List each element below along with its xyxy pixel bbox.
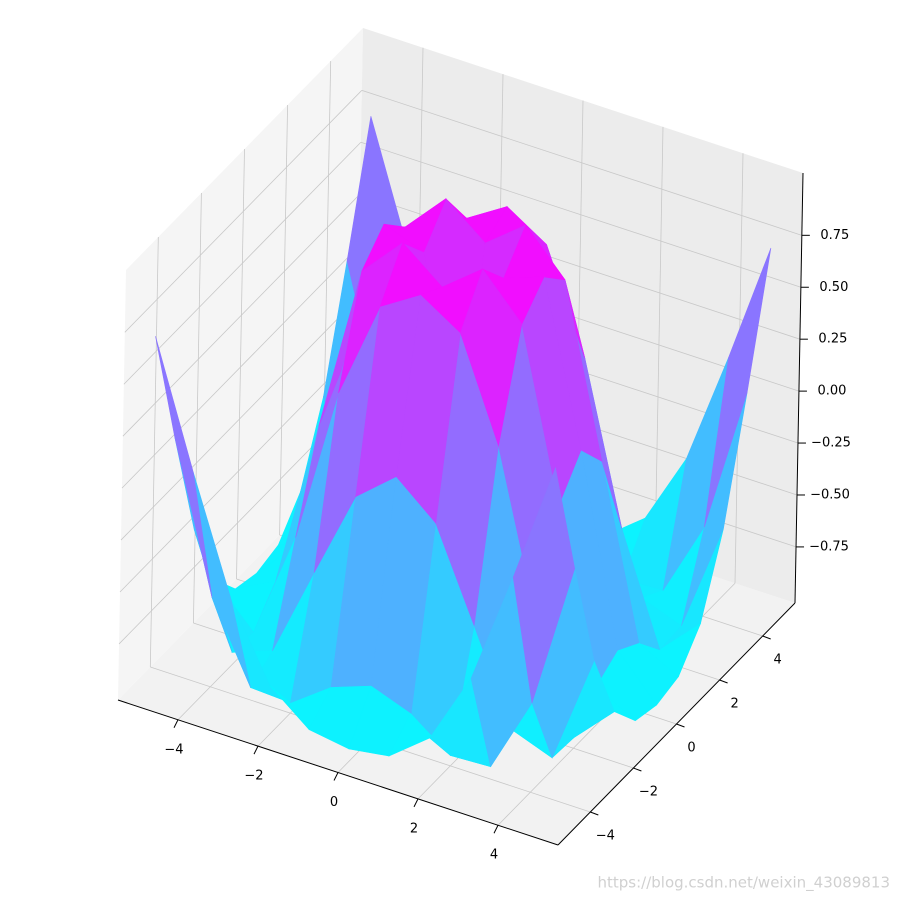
grid-line	[149, 236, 159, 668]
surface-patch	[460, 268, 523, 447]
x-tick-label: −2	[244, 769, 263, 784]
z-tick-label: −0.50	[810, 487, 850, 502]
x-tick-label: −4	[164, 742, 183, 757]
z-tick-label: −0.25	[811, 436, 851, 451]
y-tick-label: 4	[774, 653, 782, 668]
tick-mark	[333, 772, 339, 781]
tick-mark	[762, 635, 771, 640]
x-tick-label: 2	[410, 821, 418, 836]
axis-line	[117, 699, 559, 846]
y-tick-label: −2	[639, 785, 658, 800]
x-tick-label: 0	[330, 795, 338, 810]
grid-line	[193, 192, 202, 624]
grid-line	[360, 141, 801, 288]
z-tick-label: 0.25	[818, 332, 847, 347]
grid-line	[279, 104, 288, 536]
grid-line	[119, 349, 358, 593]
z-tick-label: −0.75	[809, 539, 849, 554]
tick-mark	[719, 679, 728, 684]
tick-mark	[633, 767, 642, 772]
grid-line	[361, 89, 802, 236]
z-tick-label: 0.75	[820, 228, 849, 243]
grid-line	[122, 193, 361, 437]
grid-line	[120, 297, 359, 541]
y-tick-label: −4	[596, 829, 615, 844]
surface-patch	[704, 247, 772, 527]
grid-line	[121, 245, 360, 489]
surface-patch	[155, 336, 213, 598]
tick-mark	[253, 745, 259, 755]
y-tick-label: 2	[730, 697, 738, 712]
grid-line	[236, 148, 245, 580]
axis-line	[557, 602, 796, 846]
grid-line	[123, 141, 362, 385]
y-tick-label: 0	[687, 741, 695, 756]
axis-line	[794, 172, 804, 604]
watermark: https://blog.csdn.net/weixin_43089813	[597, 874, 890, 893]
tick-mark	[173, 719, 179, 728]
z-tick-label: 0.00	[817, 384, 846, 399]
tick-mark	[590, 811, 599, 816]
grid-line	[654, 126, 664, 557]
z-tick-label: 0.50	[819, 280, 848, 295]
surface-patch	[512, 466, 576, 703]
x-tick-label: 4	[490, 848, 498, 863]
tick-mark	[413, 798, 419, 808]
tick-mark	[676, 723, 685, 728]
tick-mark	[493, 825, 499, 834]
grid-line	[124, 90, 363, 333]
